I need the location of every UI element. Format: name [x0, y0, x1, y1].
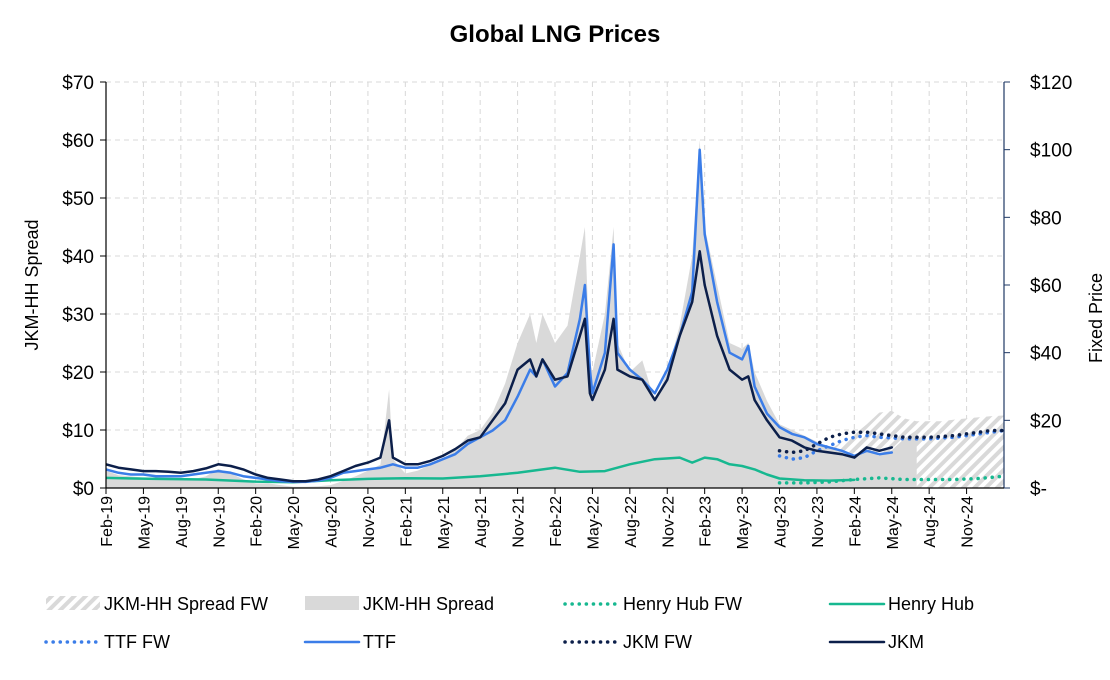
x-tick-label: May-20 [286, 496, 303, 549]
y-axis-left-ticks: $0 $10 $20 $30 $40 $50 $60 $70 [62, 73, 94, 500]
chart-title: Global LNG Prices [450, 21, 661, 48]
y-right-tick-label: $20 [1030, 411, 1062, 432]
legend-item-henry-hub: Henry Hub [828, 594, 974, 614]
henry-hub-fw-series [777, 474, 1004, 485]
legend-item-ttf-fw: TTF FW [44, 632, 170, 652]
price-lines [106, 148, 1004, 485]
x-tick-label: Nov-19 [211, 496, 228, 548]
x-tick-label: Feb-20 [249, 496, 266, 547]
legend-item-jkm-hh-spread: JKM-HH Spread [305, 594, 494, 614]
x-tick-label: Feb-21 [398, 496, 415, 547]
x-tick-label: May-24 [885, 496, 902, 549]
legend: JKM-HH Spread FW JKM-HH Spread Henry Hub F… [44, 594, 974, 652]
legend-swatch [305, 596, 359, 610]
y-right-tick-label: $40 [1030, 344, 1062, 365]
x-tick-label: Aug-20 [324, 496, 341, 548]
x-tick-label: Aug-21 [473, 496, 490, 548]
legend-item-ttf: TTF [303, 632, 396, 652]
jkm-series [106, 249, 894, 483]
legend-label: TTF [363, 632, 396, 652]
x-tick-label: Aug-23 [773, 496, 790, 548]
y-left-tick-label: $70 [62, 73, 94, 94]
x-tick-label: Nov-21 [511, 496, 528, 548]
x-axis-ticks: Feb-19 May-19 Aug-19 Nov-19 Feb-20 May-20 Aug-… [99, 496, 977, 549]
x-tick-label: Nov-22 [660, 496, 677, 548]
legend-label: JKM-HH Spread [363, 594, 494, 614]
area-fills [106, 140, 1004, 488]
legend-label: TTF FW [104, 632, 170, 652]
y-right-tick-label: $- [1030, 479, 1047, 500]
legend-item-henry-hub-fw: Henry Hub FW [563, 594, 742, 614]
axes [100, 81, 1010, 494]
x-tick-label: Feb-19 [99, 496, 116, 547]
y-left-tick-label: $20 [62, 363, 94, 384]
x-tick-label: Nov-20 [361, 496, 378, 548]
y-axis-right-title: Fixed Price [1086, 273, 1106, 363]
legend-item-jkm: JKM [828, 632, 924, 652]
y-left-tick-label: $40 [62, 247, 94, 268]
legend-item-jkm-hh-spread-fw: JKM-HH Spread FW [46, 594, 268, 614]
y-left-tick-label: $10 [62, 421, 94, 442]
y-right-tick-label: $60 [1030, 276, 1062, 297]
x-tick-label: May-21 [436, 496, 453, 549]
x-tick-label: Feb-23 [698, 496, 715, 547]
y-left-tick-label: $0 [73, 479, 94, 500]
y-axis-right-ticks: $- $20 $40 $60 $80 $100 $120 [1030, 73, 1072, 500]
y-axis-left-title: JKM-HH Spread [22, 219, 42, 350]
y-left-tick-label: $50 [62, 189, 94, 210]
jkm-fw-series [777, 428, 1004, 455]
x-tick-label: Feb-22 [548, 496, 565, 547]
x-tick-label: May-23 [735, 496, 752, 549]
x-tick-label: Nov-24 [960, 496, 977, 548]
x-tick-label: Aug-24 [922, 496, 939, 548]
y-right-tick-label: $80 [1030, 208, 1062, 229]
jkm-hh-spread-series [106, 140, 917, 488]
x-tick-label: Feb-24 [847, 496, 864, 547]
x-tick-label: May-19 [136, 496, 153, 549]
legend-label: Henry Hub FW [623, 594, 742, 614]
x-tick-label: Aug-19 [174, 496, 191, 548]
x-tick-label: Nov-23 [810, 496, 827, 548]
ttf-series [106, 148, 894, 484]
y-left-tick-label: $60 [62, 131, 94, 152]
legend-label: JKM [888, 632, 924, 652]
legend-label: Henry Hub [888, 594, 974, 614]
x-tick-label: Aug-22 [623, 496, 640, 548]
legend-label: JKM FW [623, 632, 692, 652]
y-right-tick-label: $100 [1030, 141, 1072, 162]
legend-label: JKM-HH Spread FW [104, 594, 268, 614]
y-left-tick-label: $30 [62, 305, 94, 326]
legend-item-jkm-fw: JKM FW [563, 632, 692, 652]
grid [106, 81, 1004, 488]
x-tick-label: May-22 [585, 496, 602, 549]
y-right-tick-label: $120 [1030, 73, 1072, 94]
legend-swatch [46, 596, 100, 610]
